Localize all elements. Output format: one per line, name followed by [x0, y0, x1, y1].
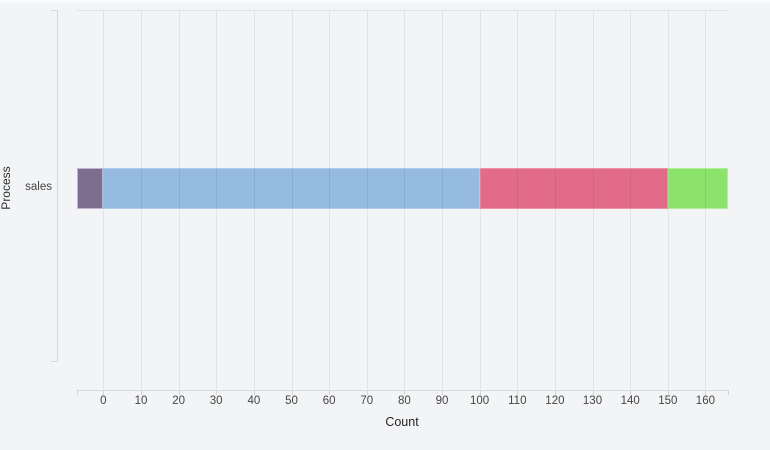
x-tick-140 [630, 390, 632, 395]
x-tick-40 [253, 390, 255, 395]
bar-segment-purple[interactable] [77, 168, 104, 209]
bar-segment-blue[interactable] [103, 168, 480, 209]
x-tick-label-60: 60 [322, 395, 336, 407]
x-tick-50 [291, 390, 293, 395]
bar-gridline-overlay-50 [291, 169, 293, 208]
x-tick-10 [141, 390, 142, 395]
x-tick-30 [216, 390, 218, 395]
y-axis-cap-top [51, 10, 58, 11]
bar-gridline-overlay-0 [103, 169, 105, 208]
bar-gridline-overlay-20 [178, 169, 180, 208]
bar-gridline-overlay-120 [554, 169, 556, 208]
x-axis-end-tick-right [728, 390, 729, 395]
x-tick-label-150: 150 [658, 395, 678, 407]
x-tick-110 [517, 390, 519, 395]
bar-gridline-overlay-10 [141, 169, 142, 208]
bar-gridline-overlay-90 [442, 169, 443, 208]
bar-gridline-overlay-110 [517, 169, 519, 208]
y-axis-line [57, 10, 58, 362]
x-tick-label-70: 70 [360, 395, 374, 407]
plot-top-border [77, 10, 728, 11]
x-axis-line [77, 390, 729, 391]
bar-gridline-overlay-30 [216, 169, 218, 208]
bar-gridline-overlay-40 [253, 169, 255, 208]
bar-segment-green[interactable] [667, 168, 728, 209]
x-tick-label-100: 100 [470, 395, 490, 407]
x-tick-100 [479, 390, 481, 395]
bar-gridline-overlay-160 [705, 169, 707, 208]
bar-gridline-overlay-60 [329, 169, 331, 208]
x-tick-0 [103, 390, 105, 395]
x-tick-label-20: 20 [172, 395, 185, 407]
x-tick-label-10: 10 [134, 395, 148, 407]
x-tick-80 [404, 390, 406, 395]
x-tick-150 [667, 390, 669, 395]
x-axis-title: Count [385, 415, 419, 429]
bar-gridline-overlay-100 [479, 169, 481, 208]
top-strip [0, 0, 770, 3]
bar-gridline-overlay-140 [630, 169, 632, 208]
x-axis-end-tick-left [77, 390, 78, 395]
bar-segment-rose[interactable] [479, 168, 668, 209]
x-tick-label-90: 90 [435, 395, 449, 407]
stacked-bar-row [0, 168, 770, 209]
x-tick-label-130: 130 [582, 395, 603, 407]
x-tick-label-50: 50 [285, 395, 298, 407]
x-tick-130 [592, 390, 594, 395]
x-tick-label-140: 140 [620, 395, 640, 407]
x-tick-160 [705, 390, 707, 395]
x-tick-60 [329, 390, 331, 395]
y-axis-cap-bottom [51, 361, 58, 362]
x-tick-label-160: 160 [695, 395, 715, 407]
bar-gridline-overlay-80 [404, 169, 406, 208]
x-tick-20 [178, 390, 180, 395]
bar-gridline-overlay-70 [366, 169, 368, 208]
x-tick-120 [554, 390, 556, 395]
x-tick-label-40: 40 [247, 395, 261, 407]
x-tick-label-120: 120 [545, 395, 565, 407]
x-tick-label-110: 110 [508, 395, 527, 407]
x-tick-70 [366, 390, 368, 395]
x-tick-90 [442, 390, 443, 395]
x-tick-label-0: 0 [100, 395, 107, 407]
bar-gridline-overlay-150 [667, 169, 669, 208]
x-tick-label-30: 30 [209, 395, 223, 407]
x-tick-label-80: 80 [397, 395, 411, 407]
y-tick-label: sales [25, 181, 52, 193]
bar-gridline-overlay-130 [592, 169, 594, 208]
